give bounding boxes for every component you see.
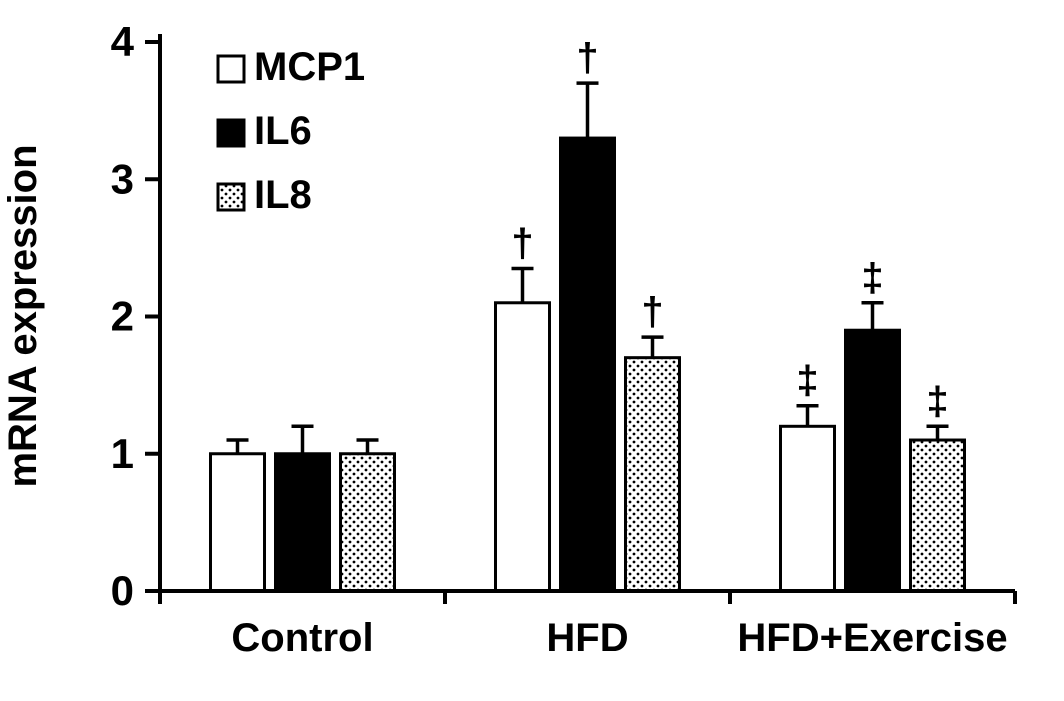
bar-IL6-Control bbox=[274, 452, 331, 593]
category-label-Control: Control bbox=[231, 616, 373, 660]
chart-plot-area: Control † † † HFD ‡ ‡ ‡ HFD+Exercise 0 1 2 3 4 MCP1 IL6… bbox=[111, 18, 1017, 660]
significance-mark-IL8-HFD+Exercise: ‡ bbox=[926, 379, 948, 423]
significance-mark-MCP1-HFD: † bbox=[511, 221, 533, 265]
legend-swatch-MCP1 bbox=[216, 54, 246, 84]
bar-IL8-HFD bbox=[624, 356, 681, 593]
bar-MCP1-HFD+Exercise bbox=[779, 424, 836, 593]
significance-mark-MCP1-HFD+Exercise: ‡ bbox=[796, 359, 818, 403]
y-tick-label: 1 bbox=[111, 430, 134, 477]
bar-IL6-HFD+Exercise bbox=[844, 328, 901, 593]
bar-IL8-Control bbox=[339, 452, 396, 593]
bar-MCP1-HFD bbox=[494, 301, 551, 593]
significance-mark-IL6-HFD+Exercise: ‡ bbox=[861, 256, 883, 300]
legend-label-IL8: IL8 bbox=[254, 173, 312, 217]
legend-swatch-IL8 bbox=[216, 182, 246, 212]
category-label-HFD: HFD bbox=[546, 616, 628, 660]
bar-MCP1-Control bbox=[209, 452, 266, 593]
legend-label-MCP1: MCP1 bbox=[254, 45, 365, 89]
category-label-HFD+Exercise: HFD+Exercise bbox=[737, 616, 1007, 660]
y-tick-label: 3 bbox=[111, 155, 134, 202]
legend-label-IL6: IL6 bbox=[254, 109, 312, 153]
significance-mark-IL8-HFD: † bbox=[641, 290, 663, 334]
significance-mark-IL6-HFD: † bbox=[576, 36, 598, 80]
y-axis-label: mRNA expression bbox=[1, 144, 45, 487]
bar-IL6-HFD bbox=[559, 136, 616, 593]
y-tick-label: 0 bbox=[111, 567, 134, 614]
y-tick-label: 2 bbox=[111, 293, 134, 340]
bar-IL8-HFD+Exercise bbox=[909, 438, 966, 593]
legend-swatch-IL6 bbox=[216, 118, 246, 148]
y-tick-label: 4 bbox=[111, 18, 135, 65]
